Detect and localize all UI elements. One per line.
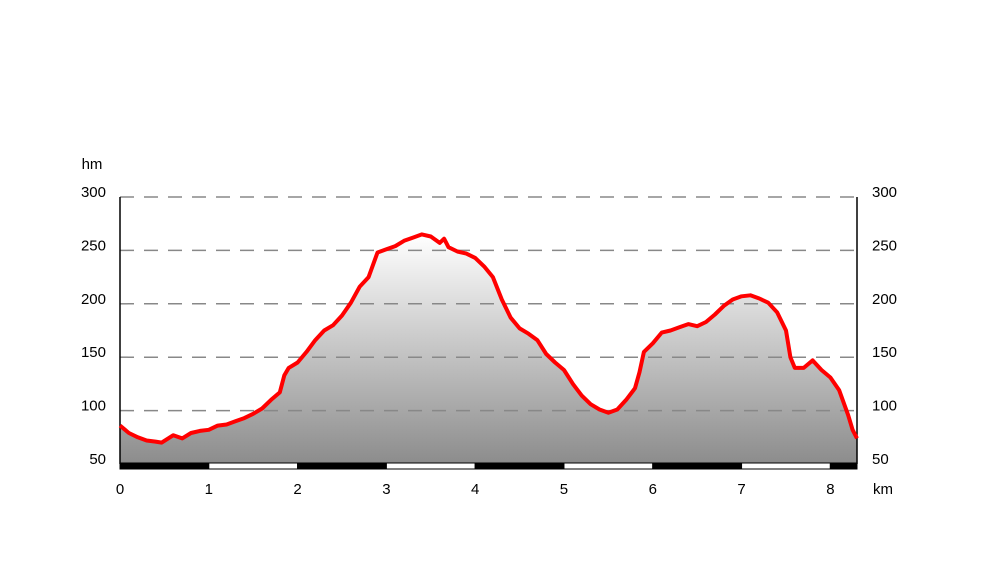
y-tick-label: 250: [81, 237, 106, 254]
scale-segment: [119, 462, 210, 470]
y-tick-label-right: 50: [872, 451, 889, 468]
x-axis-label: km: [873, 481, 893, 498]
x-tick-label: 0: [116, 481, 124, 498]
y-tick-label: 50: [89, 451, 106, 468]
y-tick-label: 100: [81, 398, 106, 415]
area-fill: [120, 234, 857, 464]
y-axis-label: hm: [82, 156, 103, 173]
y-tick-label: 150: [81, 344, 106, 361]
x-tick-label: 4: [471, 481, 479, 498]
scale-segment: [385, 462, 476, 470]
x-tick-label: 5: [560, 481, 568, 498]
x-tick-label: 3: [382, 481, 390, 498]
scale-segment: [652, 462, 743, 470]
x-tick-label: 8: [826, 481, 834, 498]
elevation-line: [118, 232, 859, 445]
scale-segment: [208, 462, 299, 470]
scale-segment: [741, 462, 831, 470]
x-tick-label: 6: [649, 481, 657, 498]
scale-segment: [297, 462, 387, 470]
scale-segment: [474, 462, 565, 470]
y-tick-label-right: 250: [872, 237, 897, 254]
y-tick-label: 200: [81, 291, 106, 308]
y-tick-label-right: 200: [872, 291, 897, 308]
y-tick-label: 300: [81, 184, 106, 201]
y-tick-label-right: 150: [872, 344, 897, 361]
scale-segment: [563, 462, 654, 470]
x-tick-label: 1: [205, 481, 213, 498]
y-tick-label-right: 300: [872, 184, 897, 201]
x-tick-label: 2: [293, 481, 301, 498]
scale-segment: [829, 462, 858, 470]
y-tick-label-right: 100: [872, 398, 897, 415]
x-tick-label: 7: [737, 481, 745, 498]
